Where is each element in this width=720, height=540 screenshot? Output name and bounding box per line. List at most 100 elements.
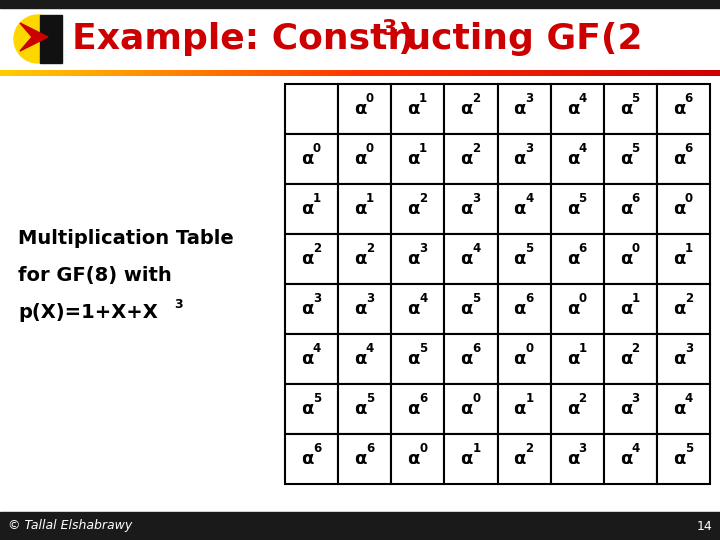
Bar [551,334,604,384]
Bar [504,70,508,76]
Text: 5: 5 [685,442,693,455]
Text: 1: 1 [631,292,639,305]
Bar [644,70,649,76]
Bar [428,70,433,76]
Bar [184,70,188,76]
Bar [688,70,692,76]
Bar [277,70,282,76]
Text: α: α [408,450,420,468]
Bar [490,70,494,76]
Bar [396,70,400,76]
Text: α: α [567,300,579,318]
Bar [515,70,519,76]
Bar [338,184,391,234]
Text: 5: 5 [578,192,587,205]
Bar [443,70,447,76]
Bar [444,384,498,434]
Bar [119,70,123,76]
Text: 2: 2 [472,141,480,154]
Bar [551,184,604,234]
Bar [36,70,40,76]
Text: 4: 4 [578,91,587,105]
Bar [657,84,710,134]
Bar [162,70,166,76]
Text: 6: 6 [419,392,427,404]
Bar [248,70,253,76]
Text: α: α [513,300,526,318]
Text: 4: 4 [578,141,587,154]
Text: 3: 3 [366,292,374,305]
Bar [461,70,465,76]
Bar [400,70,404,76]
Text: Example: Constructing GF(2: Example: Constructing GF(2 [72,22,642,56]
Bar [391,134,444,184]
Text: α: α [354,250,366,268]
Bar [529,70,534,76]
Bar [317,70,321,76]
Text: α: α [620,150,632,168]
Bar [112,70,116,76]
Bar [126,70,130,76]
Bar [706,70,710,76]
Bar [657,434,710,484]
Bar [367,70,372,76]
Text: α: α [673,450,685,468]
Bar [285,134,338,184]
Text: α: α [301,200,313,218]
Bar [353,70,357,76]
Text: 4: 4 [526,192,534,205]
Text: α: α [354,400,366,418]
Text: © Tallal Elshabrawy: © Tallal Elshabrawy [8,519,132,532]
Text: 0: 0 [366,91,374,105]
Text: 0: 0 [685,192,693,205]
Bar [475,70,480,76]
Bar [418,70,422,76]
Text: α: α [513,350,526,368]
Bar [0,70,4,76]
Bar [259,70,264,76]
Bar [604,134,657,184]
Bar [468,70,472,76]
Text: α: α [408,350,420,368]
Text: 5: 5 [419,341,427,354]
Bar [90,70,94,76]
Text: α: α [354,200,366,218]
Text: α: α [408,250,420,268]
Bar [97,70,102,76]
Bar [551,284,604,334]
Bar [374,70,379,76]
Bar [144,70,148,76]
Text: 4: 4 [631,442,640,455]
Bar [604,84,657,134]
Text: α: α [301,450,313,468]
Bar [479,70,483,76]
Bar [166,70,170,76]
Bar [104,70,109,76]
Bar [498,134,551,184]
Text: 6: 6 [472,341,480,354]
Bar [32,70,37,76]
Text: α: α [620,450,632,468]
Bar [551,234,604,284]
Text: α: α [301,350,313,368]
Bar [285,284,338,334]
Circle shape [14,15,62,63]
Bar [673,70,678,76]
Bar [263,70,267,76]
Text: α: α [461,100,473,118]
Bar [391,434,444,484]
Bar [54,70,58,76]
Bar [551,70,555,76]
Bar [446,70,451,76]
Bar [439,70,444,76]
Bar [0,512,720,540]
Bar [569,70,573,76]
Bar [634,70,638,76]
Text: α: α [461,450,473,468]
Text: α: α [513,450,526,468]
Bar [472,70,476,76]
Bar [425,70,429,76]
Bar [140,70,145,76]
Bar [540,70,544,76]
Bar [695,70,699,76]
